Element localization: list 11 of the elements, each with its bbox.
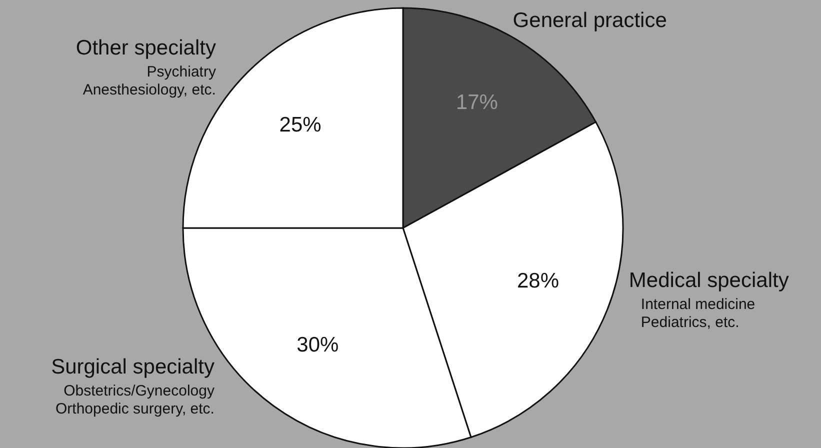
text: Obstetrics/Gynecology Orthopedic surgery, etc.	[56, 382, 214, 418]
text: Psychiatry Anesthesiology, etc.	[82, 63, 216, 98]
slice-label: General practice	[512, 8, 667, 32]
text: Internal medicine Pediatrics, etc.	[640, 296, 756, 332]
slice-label: Medical specialty	[628, 269, 790, 292]
data-label: 25%	[279, 113, 322, 136]
data-label: 17%	[456, 91, 498, 114]
data-label: 28%	[516, 269, 560, 292]
data-label: 30%	[296, 333, 339, 356]
slice-label: Surgical specialty	[51, 356, 215, 379]
slice-label: Other specialty	[76, 36, 216, 60]
